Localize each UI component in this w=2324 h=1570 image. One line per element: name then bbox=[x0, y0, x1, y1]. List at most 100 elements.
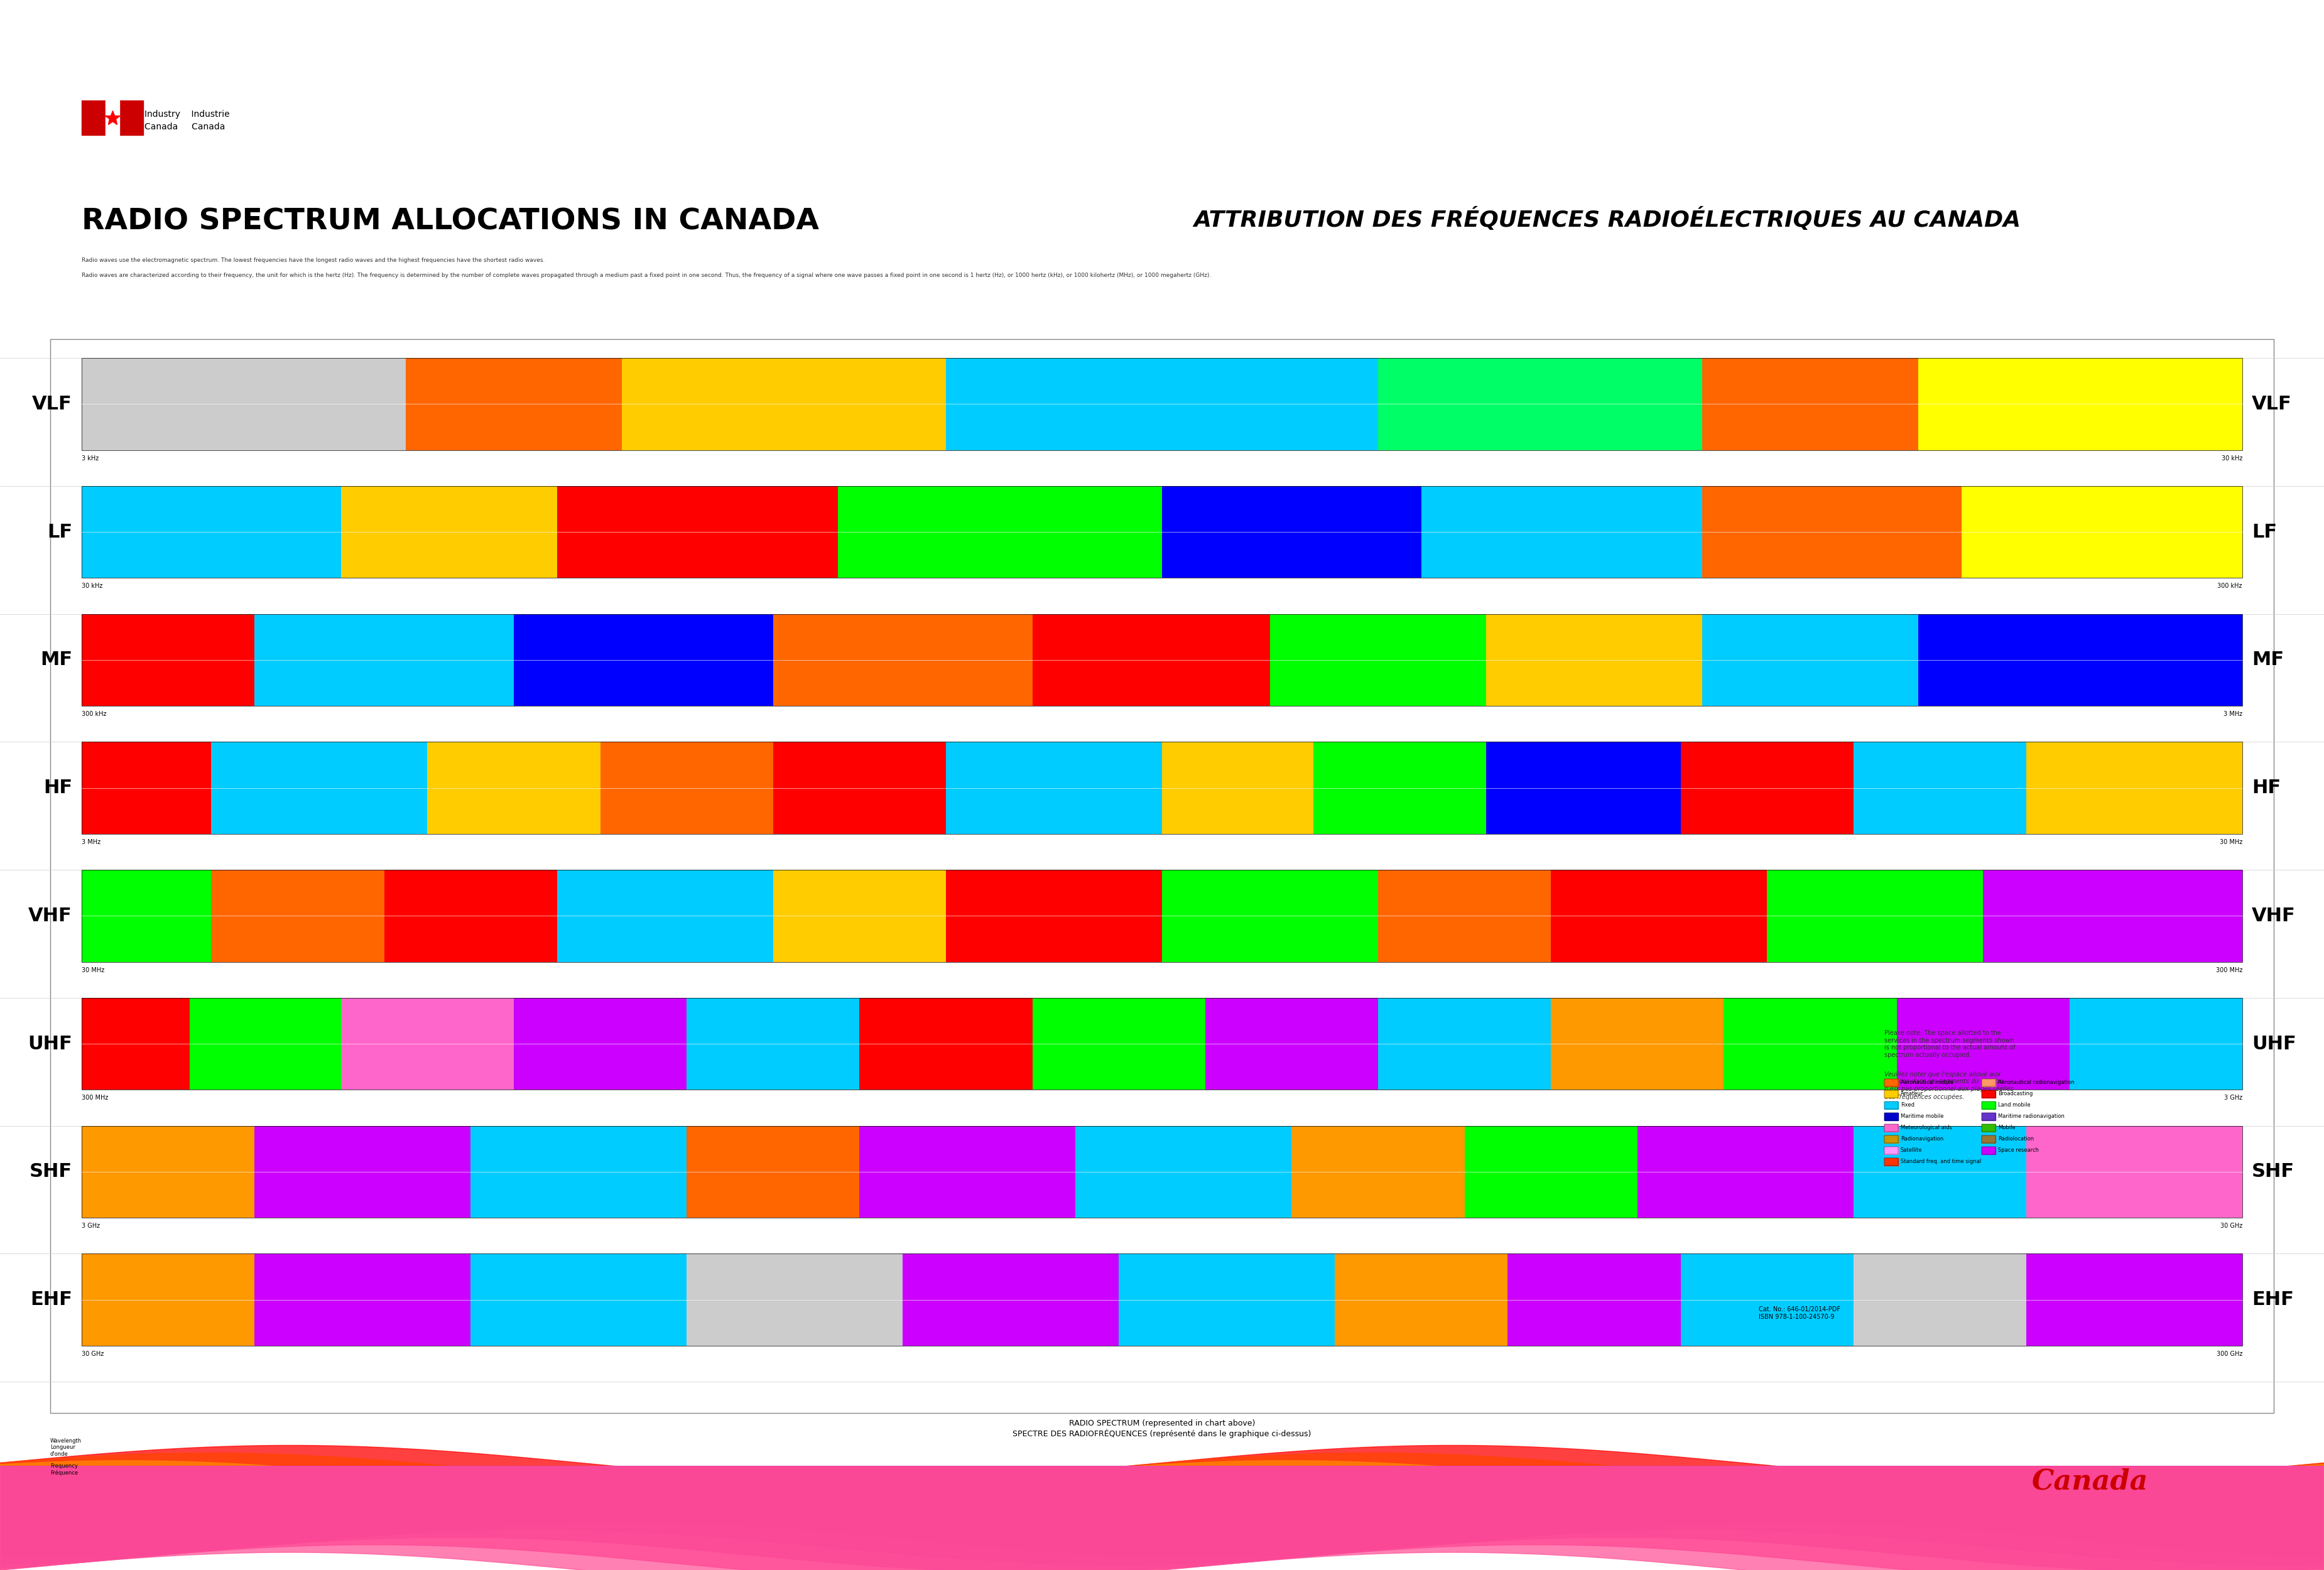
Bar bbox=[1982, 1124, 1996, 1132]
Bar bbox=[1701, 487, 1961, 578]
Bar bbox=[256, 1253, 469, 1345]
Text: Radionavigation: Radionavigation bbox=[1901, 1137, 1943, 1141]
Bar bbox=[1485, 614, 1701, 706]
Bar bbox=[1982, 1146, 1996, 1154]
Bar bbox=[1269, 614, 1485, 706]
Text: Fixed: Fixed bbox=[1901, 1102, 1915, 1108]
Bar bbox=[1855, 1126, 2027, 1218]
Bar bbox=[1378, 870, 1550, 962]
Bar bbox=[191, 999, 342, 1090]
Bar bbox=[51, 339, 2273, 1413]
Text: RADIO SPECTRUM ALLOCATIONS IN CANADA: RADIO SPECTRUM ALLOCATIONS IN CANADA bbox=[81, 207, 818, 236]
Text: Veuillez noter que l'espace alloué aux
services dans les segments du spectre
n'e: Veuillez noter que l'espace alloué aux s… bbox=[1885, 1071, 2013, 1101]
Bar bbox=[407, 358, 623, 451]
Bar bbox=[946, 870, 1162, 962]
Bar bbox=[105, 100, 119, 135]
Bar bbox=[1885, 1079, 1899, 1086]
Bar bbox=[1313, 741, 1485, 834]
Text: Please note: The space allotted to the
services in the spectrum segments shown
i: Please note: The space allotted to the s… bbox=[1885, 1030, 2015, 1058]
Bar bbox=[1982, 1135, 1996, 1143]
Text: Industry    Industrie: Industry Industrie bbox=[144, 110, 230, 119]
Text: 30 GHz: 30 GHz bbox=[2219, 1223, 2243, 1229]
Bar bbox=[1378, 999, 1550, 1090]
Text: 3 MHz: 3 MHz bbox=[2224, 711, 2243, 717]
Text: Aeronautical radionavigation: Aeronautical radionavigation bbox=[1999, 1080, 2075, 1085]
Text: RADIO SPECTRUM (represented in chart above)
SPECTRE DES RADIOFRÉQUENCES (représe: RADIO SPECTRUM (represented in chart abo… bbox=[1013, 1419, 1311, 1438]
Bar bbox=[1982, 1113, 1996, 1121]
Bar bbox=[256, 614, 514, 706]
Text: Amateur: Amateur bbox=[1901, 1091, 1924, 1097]
Bar bbox=[1982, 1079, 1996, 1086]
Bar bbox=[514, 614, 774, 706]
Bar bbox=[1885, 1135, 1899, 1143]
Bar bbox=[514, 999, 686, 1090]
Text: 300 MHz: 300 MHz bbox=[81, 1094, 109, 1101]
Text: 300 MHz: 300 MHz bbox=[2215, 967, 2243, 973]
Bar bbox=[1701, 614, 1917, 706]
Text: 300 kHz: 300 kHz bbox=[2217, 582, 2243, 589]
Text: 300 GHz: 300 GHz bbox=[2217, 1350, 2243, 1356]
Bar bbox=[1885, 1146, 1899, 1154]
Bar bbox=[1982, 1090, 1996, 1097]
Text: 3 GHz: 3 GHz bbox=[81, 1223, 100, 1229]
Bar bbox=[1982, 1102, 1996, 1108]
Bar bbox=[1724, 999, 1896, 1090]
Text: Standard freq. and time signal: Standard freq. and time signal bbox=[1901, 1159, 1980, 1165]
Bar bbox=[211, 741, 428, 834]
Bar bbox=[558, 870, 774, 962]
Bar bbox=[839, 487, 1162, 578]
Bar bbox=[1885, 1090, 1899, 1097]
Text: 3 GHz: 3 GHz bbox=[2224, 1094, 2243, 1101]
Bar bbox=[81, 1126, 2243, 1218]
Text: Land mobile: Land mobile bbox=[1999, 1102, 2031, 1108]
Bar bbox=[1334, 1253, 1508, 1345]
Text: Space research: Space research bbox=[1999, 1148, 2038, 1154]
Bar bbox=[1885, 1113, 1899, 1121]
Bar bbox=[1464, 1126, 1638, 1218]
Bar bbox=[81, 999, 2243, 1090]
Text: Radiolocation: Radiolocation bbox=[1999, 1137, 2034, 1141]
Bar bbox=[2027, 741, 2243, 834]
Bar bbox=[81, 1253, 256, 1345]
Text: Maritime radionavigation: Maritime radionavigation bbox=[1999, 1113, 2064, 1119]
Bar bbox=[1680, 1253, 1855, 1345]
Bar bbox=[1680, 741, 1855, 834]
Bar bbox=[81, 1126, 256, 1218]
Bar bbox=[469, 1126, 686, 1218]
Bar bbox=[2068, 999, 2243, 1090]
Bar bbox=[1917, 614, 2243, 706]
Bar bbox=[600, 741, 774, 834]
Bar bbox=[1896, 999, 2068, 1090]
Text: Frequency
Fréquence: Frequency Fréquence bbox=[51, 1463, 79, 1476]
Bar bbox=[1550, 999, 1724, 1090]
Bar bbox=[1885, 1124, 1899, 1132]
Bar bbox=[81, 358, 2243, 451]
Bar bbox=[2027, 1126, 2243, 1218]
Bar bbox=[1885, 1079, 1899, 1086]
Text: 3 MHz: 3 MHz bbox=[81, 838, 100, 845]
Bar bbox=[81, 999, 191, 1090]
Text: HF: HF bbox=[44, 779, 72, 798]
Bar bbox=[1638, 1126, 1855, 1218]
Bar bbox=[1885, 1159, 1899, 1165]
Text: Canada     Canada: Canada Canada bbox=[144, 122, 225, 132]
Bar bbox=[623, 358, 946, 451]
Bar bbox=[1118, 1253, 1334, 1345]
Bar bbox=[1885, 1146, 1899, 1154]
Text: 3 kHz: 3 kHz bbox=[81, 455, 98, 462]
Bar bbox=[558, 487, 839, 578]
Bar bbox=[428, 741, 600, 834]
Bar bbox=[1982, 1090, 1996, 1097]
Text: MF: MF bbox=[2252, 652, 2284, 669]
Text: 30 kHz: 30 kHz bbox=[2222, 455, 2243, 462]
Text: MF: MF bbox=[40, 652, 72, 669]
Bar bbox=[1076, 1126, 1292, 1218]
Bar bbox=[81, 870, 211, 962]
Bar bbox=[1982, 1102, 1996, 1108]
Text: VHF: VHF bbox=[28, 907, 72, 925]
Bar bbox=[1982, 1124, 1996, 1132]
Text: VHF: VHF bbox=[2252, 907, 2296, 925]
Text: SHF: SHF bbox=[2252, 1163, 2294, 1181]
Text: 30 MHz: 30 MHz bbox=[2219, 838, 2243, 845]
Text: UHF: UHF bbox=[28, 1035, 72, 1053]
